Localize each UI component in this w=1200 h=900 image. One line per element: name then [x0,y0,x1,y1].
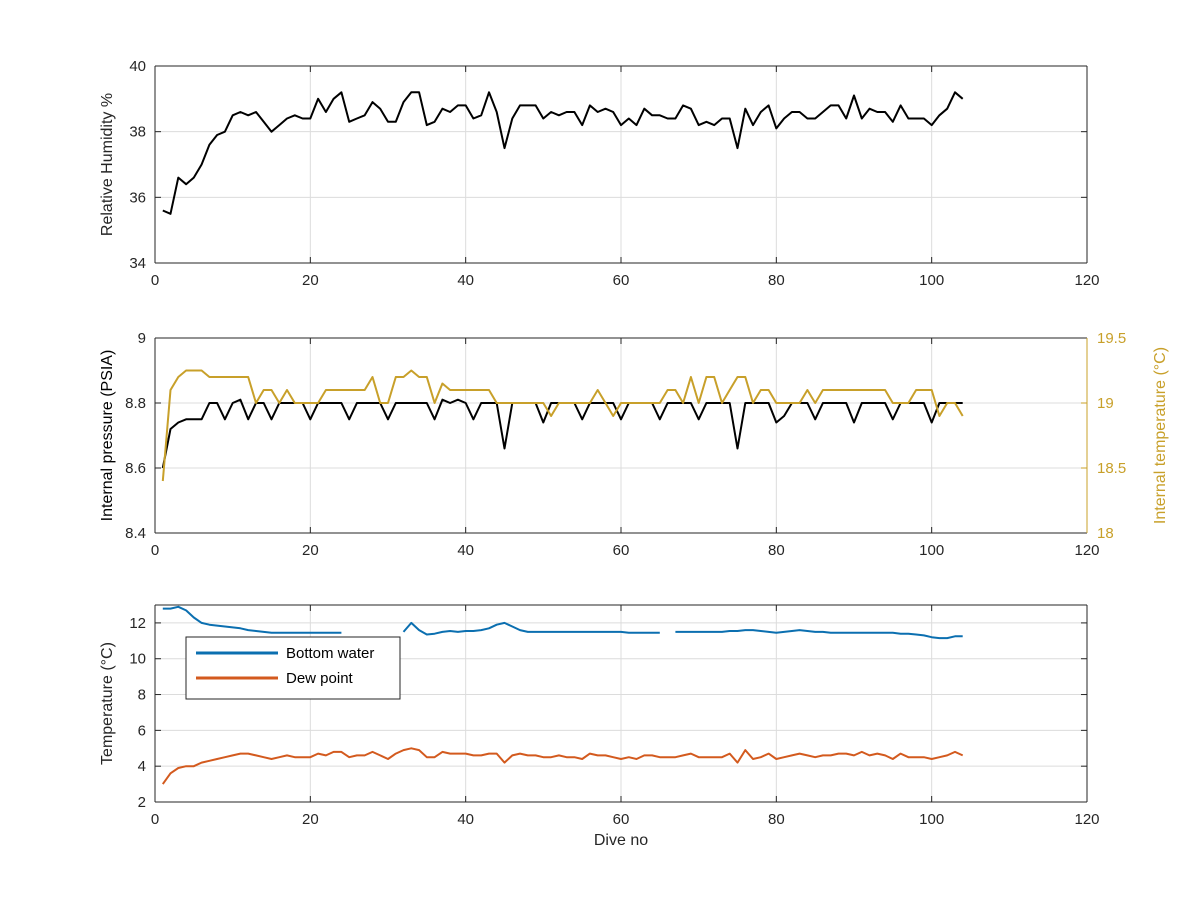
panel-3-x-tick-label: 80 [768,811,785,828]
panel-2-x-tick-label: 120 [1074,542,1099,559]
panel-3-series-line-1 [162,605,963,640]
panel-1-y-axis-label: Relative Humidity % [99,93,116,236]
panel-1-x-tick-label: 120 [1074,272,1099,289]
panel-2-x-tick-label: 40 [457,542,474,559]
panel-3-y-axis-label: Temperature (°C) [99,642,116,765]
panel-3-y-tick-label: 12 [129,615,146,632]
panel-2-x-tick-label: 80 [768,542,785,559]
panel-1-series-line-1 [162,91,964,215]
panel-1-y-tick-label: 36 [129,189,146,206]
panel-2-x-tick-label: 20 [302,542,319,559]
panel-2-series-line-2 [161,369,964,482]
panel-2-y-tick-label: 8.4 [125,525,146,542]
panel-1-y-tick-label: 40 [129,58,146,75]
panel-1-x-tick-label: 20 [302,272,319,289]
panel-2-x-tick-label: 0 [151,542,159,559]
panel-3-x-tick-label: 0 [151,811,159,828]
panel-2-right-tick-label: 19.5 [1097,330,1126,347]
panel-2-y-tick-label: 9 [138,330,146,347]
panel-2-x-tick-label: 100 [919,542,944,559]
panel-2-y-axis-label: Internal pressure (PSIA) [99,350,116,522]
panel-3-y-tick-label: 2 [138,794,146,811]
panel-3-legend-label-1: Bottom water [286,645,374,662]
panel-1-x-tick-label: 40 [457,272,474,289]
panel-1-y-tick-label: 34 [129,255,146,272]
panel-3-legend-box [185,636,401,700]
panel-1-x-tick-label: 60 [613,272,630,289]
panel-2-y-tick-label: 8.8 [125,395,146,412]
panel-2-y-tick-label: 8.6 [125,460,146,477]
panel-3-y-tick-label: 4 [138,758,146,775]
panel-3-y-tick-label: 6 [138,722,146,739]
panel-2-right-tick-label: 18 [1097,525,1114,542]
panel-2-x-tick-label: 60 [613,542,630,559]
panel-3-legend-label-2: Dew point [286,670,354,687]
panel-2-right-tick-label: 18.5 [1097,460,1126,477]
panel-2-right-tick-label: 19 [1097,395,1114,412]
panel-3-y-tick-label: 10 [129,651,146,668]
panel-3-x-tick-label: 120 [1074,811,1099,828]
panel-1-x-tick-label: 0 [151,272,159,289]
panel-1-x-tick-label: 80 [768,272,785,289]
panel-3-x-tick-label: 40 [457,811,474,828]
panel-3-x-tick-label: 20 [302,811,319,828]
panel-3-y-tick-label: 8 [138,687,146,704]
panel-3-x-axis-label: Dive no [594,832,648,849]
panel-1-x-tick-label: 100 [919,272,944,289]
panel-3-x-tick-label: 60 [613,811,630,828]
panel-1-y-tick-label: 38 [129,124,146,141]
panel-3-x-tick-label: 100 [919,811,944,828]
panel-2-right-axis-label: Internal temperature (°C) [1152,347,1169,524]
panel-3-series-line-2 [161,747,964,785]
